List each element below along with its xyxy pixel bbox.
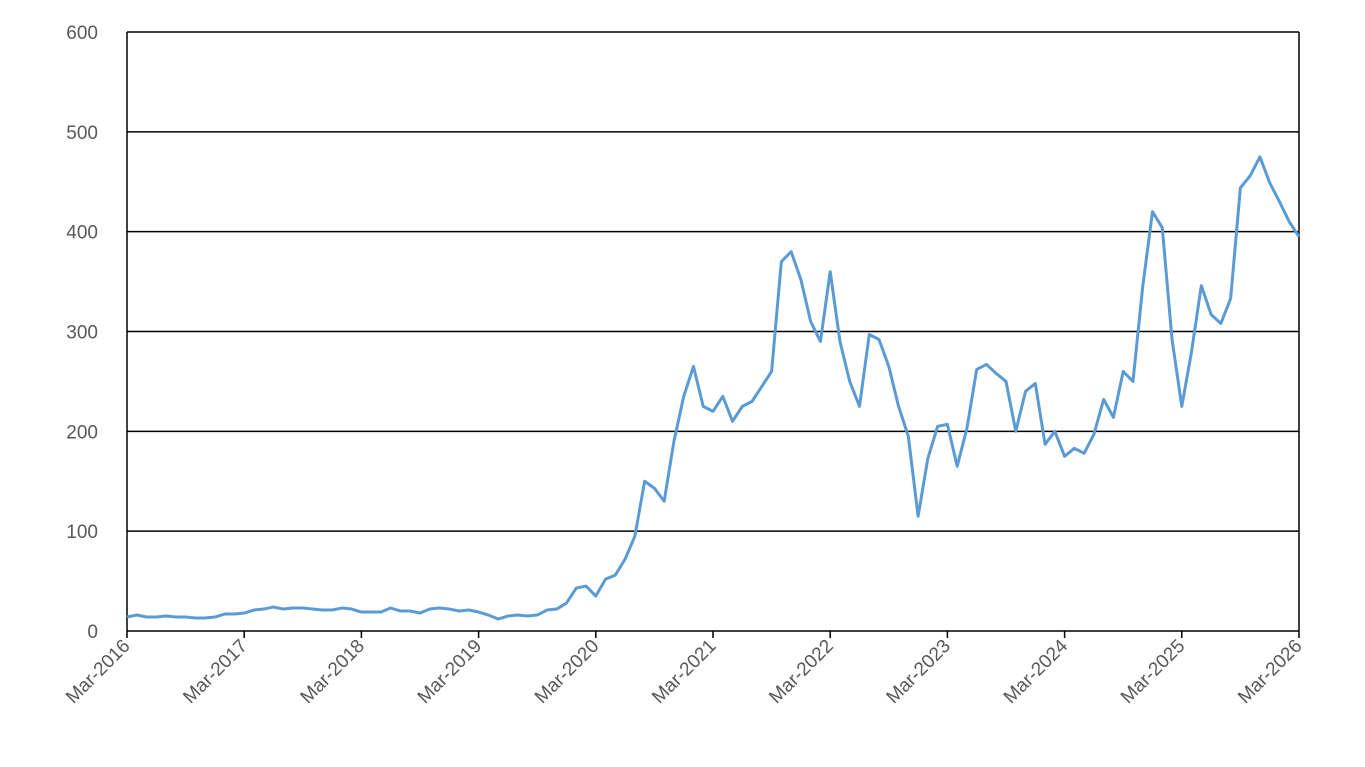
x-tick-label: Mar-2023 xyxy=(883,636,955,708)
x-tick-label: Mar-2026 xyxy=(1234,636,1306,708)
y-tick-label: 300 xyxy=(66,323,98,344)
x-tick-label: Mar-2019 xyxy=(414,636,486,708)
x-tick-label: Mar-2018 xyxy=(297,636,369,708)
x-tick-label: Mar-2017 xyxy=(179,636,251,708)
x-tick-label: Mar-2020 xyxy=(531,636,603,708)
y-tick-label: 0 xyxy=(87,622,98,643)
x-tick-label: Mar-2016 xyxy=(62,636,134,708)
x-tick-label: Mar-2025 xyxy=(1117,636,1189,708)
y-tick-label: 100 xyxy=(66,522,98,543)
x-tick-label: Mar-2021 xyxy=(648,636,720,708)
x-tick-label: Mar-2024 xyxy=(1000,635,1073,708)
y-tick-label: 200 xyxy=(66,422,98,443)
y-tick-label: 400 xyxy=(66,223,98,244)
y-tick-label: 600 xyxy=(66,23,98,44)
y-tick-label: 500 xyxy=(66,123,98,144)
price-line xyxy=(126,155,1301,621)
x-tick-label: Mar-2022 xyxy=(765,636,837,708)
